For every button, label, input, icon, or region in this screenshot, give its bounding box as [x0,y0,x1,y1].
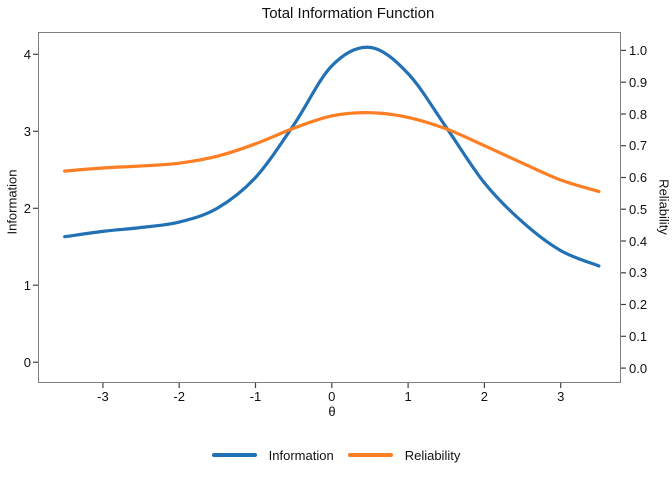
x-axis-title: θ [328,404,336,419]
right-axis-tick-label: 0.1 [629,328,648,344]
right-axis-tick-label: 0.4 [629,233,648,249]
right-axis-tick-label: 0.0 [629,360,648,376]
legend-label-information: Information [268,447,334,463]
reliability-curve [63,111,601,194]
right-axis-tick-label: 0.9 [629,74,648,90]
x-axis-tick-label: -1 [249,389,262,404]
left-axis-tick-label: 3 [23,123,31,139]
right-axis-tick-label: 0.8 [629,106,648,122]
legend-label-reliability: Reliability [404,447,461,463]
legend-item-information: Information [211,447,334,463]
right-axis-tick-label: 0.7 [629,138,648,154]
x-axis-tick-label: -3 [97,389,109,404]
right-axis-tick-label: 1.0 [629,42,648,58]
x-axis-tick-label: 3 [557,389,565,404]
right-axis-tick-label: 0.2 [629,297,648,312]
right-axis-tick-label: 0.6 [629,170,648,185]
x-axis-tick-label: 1 [404,389,412,404]
legend: Information Reliability [0,447,672,463]
information-curve [63,45,601,268]
right-axis-tick-label: 0.3 [629,265,648,281]
x-axis-tick-label: 0 [328,389,336,404]
right-axis-tick-label: 0.5 [629,201,648,217]
left-axis-tick-label: 2 [23,200,31,216]
legend-item-reliability: Reliability [347,447,461,463]
x-axis-tick-label: 2 [480,389,488,404]
left-axis-tick-label: 1 [23,277,31,293]
plot-frame [38,32,621,383]
information-line-swatch [211,453,257,457]
chart-title: Total Information Function [261,5,435,22]
left-axis-tick-label: 4 [23,46,31,62]
x-axis-tick-label: -2 [173,389,185,404]
left-axis-tick-label: 0 [23,354,31,370]
reliability-line-swatch [347,453,393,457]
